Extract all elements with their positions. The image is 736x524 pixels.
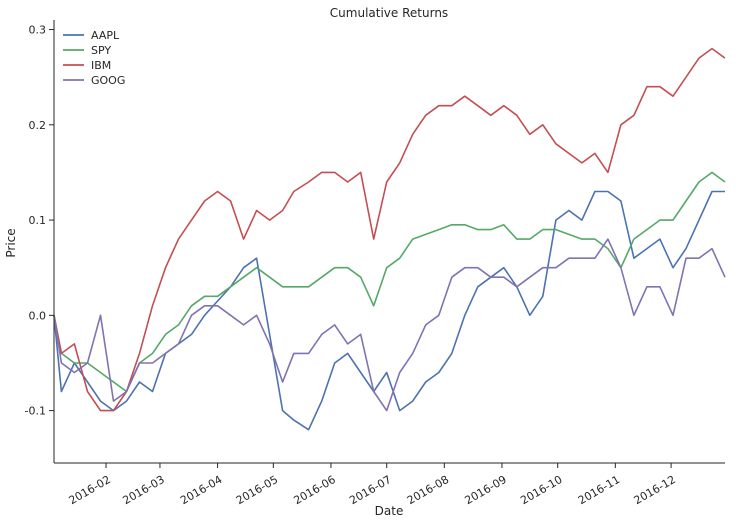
series-line-goog — [53, 238, 726, 412]
legend: AAPL SPY IBM GOOG — [63, 29, 125, 87]
x-axis-ticks: 2016-02 2016-03 2016-04 2016-05 2016-06 2016-… — [67, 463, 678, 507]
x-tick-label: 2016-09 — [463, 473, 509, 507]
series-layer — [53, 47, 726, 431]
x-tick-label: 2016-04 — [178, 473, 224, 507]
y-tick-label: 0.2 — [29, 119, 47, 132]
x-tick-label: 2016-12 — [632, 473, 678, 507]
x-tick-label: 2016-11 — [576, 473, 622, 507]
y-tick-label: 0.3 — [29, 24, 47, 37]
x-tick-label: 2016-10 — [518, 473, 564, 507]
plot-area — [53, 20, 726, 464]
legend-label-aapl: AAPL — [91, 29, 120, 42]
x-axis-label: Date — [375, 504, 404, 518]
x-tick-label: 2016-02 — [67, 473, 113, 507]
y-tick-label: 0.1 — [29, 214, 47, 227]
legend-label-goog: GOOG — [91, 74, 125, 87]
y-tick-label: 0.0 — [29, 309, 47, 322]
y-axis-ticks: -0.1 0.0 0.1 0.2 0.3 — [25, 24, 54, 418]
x-tick-label: 2016-05 — [234, 473, 280, 507]
legend-label-spy: SPY — [91, 44, 111, 57]
x-tick-label: 2016-08 — [405, 473, 451, 507]
y-axis-label: Price — [4, 228, 18, 257]
series-line-ibm — [53, 47, 726, 412]
x-tick-label: 2016-06 — [292, 473, 338, 507]
chart-title: Cumulative Returns — [330, 6, 448, 20]
legend-label-ibm: IBM — [91, 59, 111, 72]
series-line-spy — [53, 171, 726, 393]
series-line-aapl — [53, 190, 725, 431]
x-tick-label: 2016-03 — [121, 473, 167, 507]
x-tick-label: 2016-07 — [347, 473, 393, 507]
y-tick-label: -0.1 — [25, 405, 46, 418]
